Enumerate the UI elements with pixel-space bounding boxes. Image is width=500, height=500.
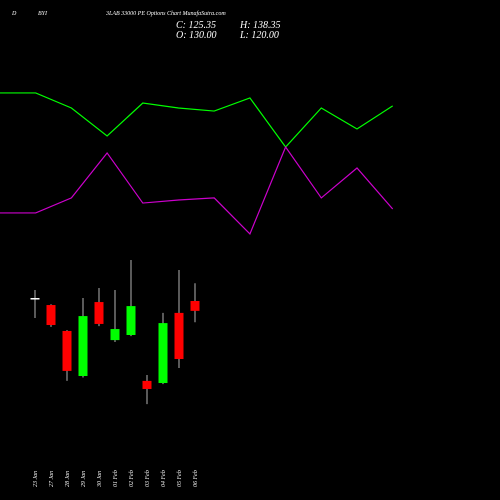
x-tick-label: 29 Jan	[81, 471, 87, 487]
x-tick-label: 30 Jan	[97, 471, 103, 488]
x-tick-label: 23 Jan	[33, 471, 39, 487]
candle-body	[78, 316, 88, 377]
x-tick-label: 03 Feb	[145, 470, 151, 487]
candle-body	[190, 301, 200, 311]
candle-body	[142, 380, 152, 389]
candle-body	[110, 329, 120, 341]
candle-body	[62, 330, 72, 371]
x-tick-label: 06 Feb	[193, 470, 199, 487]
indicator-line	[0, 92, 394, 148]
candle-body	[94, 302, 104, 324]
x-tick-label: 02 Feb	[129, 470, 135, 487]
x-tick-label: 04 Feb	[160, 470, 167, 487]
header-middle: BYI	[38, 11, 48, 17]
header-left: D	[11, 11, 17, 17]
candle-body	[46, 305, 56, 326]
x-tick-label: 28 Jan	[65, 471, 71, 487]
close-label: C: 125.35	[176, 20, 216, 31]
x-tick-label: 05 Feb	[177, 470, 183, 487]
low-label: L: 120.00	[239, 30, 279, 41]
chart-title: 3LAB 33000 PE Options Chart MunafaSutra.…	[105, 10, 226, 17]
open-label: O: 130.00	[176, 30, 217, 41]
candle-body	[174, 312, 184, 360]
candle-body	[126, 306, 136, 335]
high-label: H: 138.35	[239, 20, 281, 31]
indicator-line	[0, 145, 394, 235]
candle-body	[30, 298, 40, 300]
x-tick-label: 27 Jan	[49, 471, 55, 487]
candle-body	[158, 323, 168, 384]
x-tick-label: 01 Feb	[113, 470, 119, 487]
